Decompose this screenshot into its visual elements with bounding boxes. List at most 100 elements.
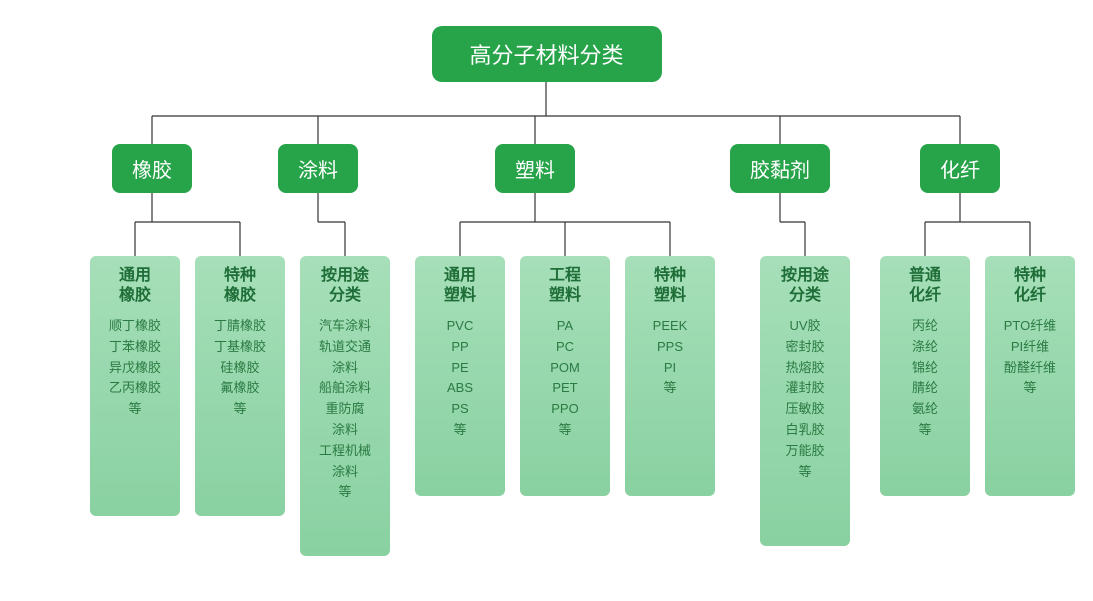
leaf-title-line: 工程	[526, 266, 604, 286]
leaf-title-line: 橡胶	[96, 286, 174, 306]
category-node-plastic: 塑料	[495, 144, 575, 193]
leaf-box-rubber-special: 特种橡胶丁腈橡胶丁基橡胶硅橡胶氟橡胶等	[195, 256, 285, 516]
leaf-item: 酚醛纤维	[991, 358, 1069, 379]
leaf-item: 等	[306, 482, 384, 503]
leaf-title: 按用途分类	[306, 266, 384, 306]
leaf-item: 等	[991, 378, 1069, 399]
leaf-item: 涂料	[306, 358, 384, 379]
leaf-item: PA	[526, 316, 604, 337]
leaf-box-adhesive-usage: 按用途分类 UV胶密封胶热熔胶灌封胶压敏胶白乳胶万能胶等	[760, 256, 850, 546]
leaf-title: 按用途分类	[766, 266, 844, 306]
leaf-title-line: 分类	[306, 286, 384, 306]
leaf-box-plastic-eng: 工程塑料 PAPCPOMPETPPO等	[520, 256, 610, 496]
leaf-item: 涤纶	[886, 337, 964, 358]
leaf-item: POM	[526, 358, 604, 379]
leaf-item: 乙丙橡胶	[96, 378, 174, 399]
root-label: 高分子材料分类	[469, 43, 623, 68]
leaf-title-line: 分类	[766, 286, 844, 306]
leaf-title: 特种化纤	[991, 266, 1069, 306]
leaf-item: 硅橡胶	[201, 358, 279, 379]
leaf-item: 白乳胶	[766, 420, 844, 441]
leaf-item: 船舶涂料	[306, 378, 384, 399]
leaf-item: 丁苯橡胶	[96, 337, 174, 358]
leaf-title: 普通化纤	[886, 266, 964, 306]
leaf-item: 等	[631, 378, 709, 399]
leaf-item: 腈纶	[886, 378, 964, 399]
leaf-item: 等	[766, 462, 844, 483]
leaf-item: 轨道交通	[306, 337, 384, 358]
leaf-title: 通用橡胶	[96, 266, 174, 306]
leaf-title-line: 普通	[886, 266, 964, 286]
leaf-title-line: 特种	[631, 266, 709, 286]
leaf-box-plastic-general: 通用塑料 PVCPPPEABSPS等	[415, 256, 505, 496]
leaf-item: 锦纶	[886, 358, 964, 379]
leaf-item: UV胶	[766, 316, 844, 337]
leaf-item: PS	[421, 399, 499, 420]
leaf-box-plastic-special: 特种塑料 PEEKPPSPI等	[625, 256, 715, 496]
leaf-item: PEEK	[631, 316, 709, 337]
leaf-item: 丙纶	[886, 316, 964, 337]
leaf-item: PTO纤维	[991, 316, 1069, 337]
category-node-adhesive: 胶黏剂	[730, 144, 830, 193]
leaf-item: 重防腐	[306, 399, 384, 420]
leaf-title-line: 塑料	[631, 286, 709, 306]
leaf-item: 氨纶	[886, 399, 964, 420]
leaf-title-line: 按用途	[306, 266, 384, 286]
leaf-item: PI纤维	[991, 337, 1069, 358]
leaf-item: 灌封胶	[766, 378, 844, 399]
leaf-title-line: 塑料	[421, 286, 499, 306]
leaf-title: 特种橡胶	[201, 266, 279, 306]
leaf-item: PVC	[421, 316, 499, 337]
category-node-coating: 涂料	[278, 144, 358, 193]
leaf-item: PI	[631, 358, 709, 379]
leaf-item: 丁腈橡胶	[201, 316, 279, 337]
leaf-box-coating-usage: 按用途分类汽车涂料轨道交通涂料船舶涂料重防腐涂料工程机械涂料等	[300, 256, 390, 556]
leaf-item: PET	[526, 378, 604, 399]
leaf-title-line: 化纤	[886, 286, 964, 306]
leaf-item: 等	[201, 399, 279, 420]
category-label: 塑料	[515, 160, 555, 182]
leaf-title: 通用塑料	[421, 266, 499, 306]
leaf-item: PP	[421, 337, 499, 358]
leaf-item: 万能胶	[766, 441, 844, 462]
leaf-title: 工程塑料	[526, 266, 604, 306]
leaf-item: ABS	[421, 378, 499, 399]
leaf-item: 等	[421, 420, 499, 441]
leaf-title-line: 特种	[991, 266, 1069, 286]
category-node-fiber: 化纤	[920, 144, 1000, 193]
leaf-item: 密封胶	[766, 337, 844, 358]
leaf-item: 丁基橡胶	[201, 337, 279, 358]
category-label: 化纤	[940, 160, 980, 182]
category-node-rubber: 橡胶	[112, 144, 192, 193]
leaf-title-line: 橡胶	[201, 286, 279, 306]
leaf-item: 涂料	[306, 420, 384, 441]
leaf-title-line: 塑料	[526, 286, 604, 306]
leaf-item: PC	[526, 337, 604, 358]
leaf-item: 等	[886, 420, 964, 441]
leaf-item: PE	[421, 358, 499, 379]
leaf-item: PPO	[526, 399, 604, 420]
leaf-item: 热熔胶	[766, 358, 844, 379]
leaf-item: 异戊橡胶	[96, 358, 174, 379]
leaf-item: 顺丁橡胶	[96, 316, 174, 337]
leaf-title-line: 按用途	[766, 266, 844, 286]
category-label: 胶黏剂	[750, 160, 810, 182]
category-label: 橡胶	[132, 160, 172, 182]
leaf-title-line: 化纤	[991, 286, 1069, 306]
leaf-item: PPS	[631, 337, 709, 358]
category-label: 涂料	[298, 160, 338, 182]
leaf-item: 工程机械	[306, 441, 384, 462]
leaf-item: 等	[526, 420, 604, 441]
leaf-item: 氟橡胶	[201, 378, 279, 399]
leaf-item: 等	[96, 399, 174, 420]
leaf-box-fiber-general: 普通化纤丙纶涤纶锦纶腈纶氨纶等	[880, 256, 970, 496]
leaf-title-line: 通用	[421, 266, 499, 286]
leaf-item: 压敏胶	[766, 399, 844, 420]
leaf-box-rubber-general: 通用橡胶顺丁橡胶丁苯橡胶异戊橡胶乙丙橡胶等	[90, 256, 180, 516]
leaf-item: 涂料	[306, 462, 384, 483]
leaf-title-line: 特种	[201, 266, 279, 286]
leaf-box-fiber-special: 特种化纤 PTO纤维PI纤维酚醛纤维等	[985, 256, 1075, 496]
leaf-title: 特种塑料	[631, 266, 709, 306]
root-node: 高分子材料分类	[431, 26, 661, 82]
leaf-item: 汽车涂料	[306, 316, 384, 337]
